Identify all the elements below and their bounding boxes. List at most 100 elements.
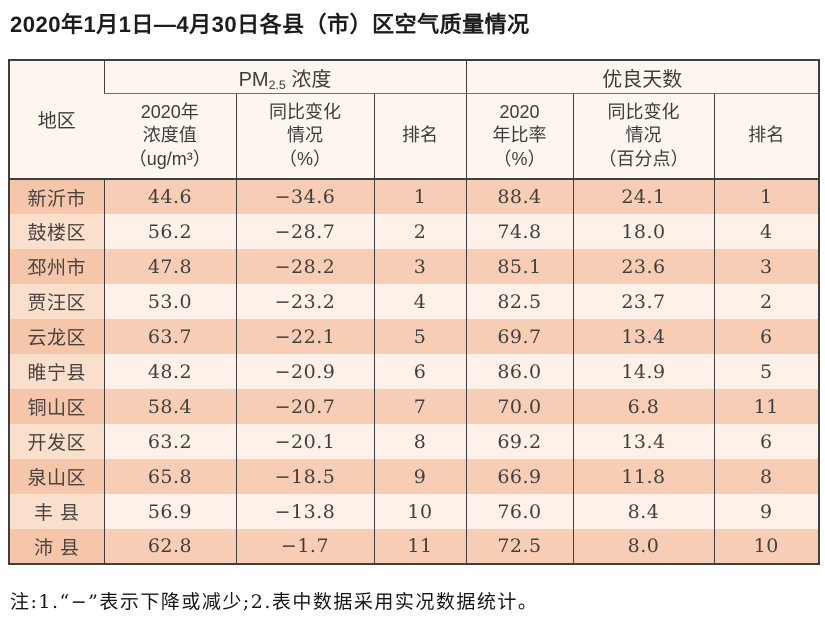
good-ratio-cell: 76.0 [465,494,573,530]
pm25-suffix: 浓度 [285,68,332,91]
good-ratio-cell: 82.5 [465,284,573,320]
pm25-subscript: 2.5 [268,77,286,92]
pm-value-cell: 44.6 [103,179,236,215]
column-header-pm-change: 同比变化 情况 （%） [235,93,374,180]
good-change-cell: 18.0 [572,214,714,250]
good-rank-cell: 10 [713,529,820,565]
column-header-good-change: 同比变化 情况 （百分点） [572,93,714,180]
table-row: 邳州市 47.8 −28.2 3 85.1 23.6 3 [9,249,820,285]
good-ratio-cell: 72.5 [465,529,573,565]
page-title: 2020年1月1日—4月30日各县（市）区空气质量情况 [10,12,530,37]
pm-value-cell: 53.0 [103,284,236,320]
pm-change-cell: −20.7 [235,389,374,425]
group-header-row: 地区 PM2.5 浓度 优良天数 [9,60,820,180]
good-rank-cell: 9 [713,494,820,530]
pm-rank-cell: 7 [373,389,466,425]
pm-rank-cell: 1 [373,179,466,215]
table-row: 新沂市 44.6 −34.6 1 88.4 24.1 1 [9,179,820,215]
pm-change-cell: −1.7 [235,529,374,565]
good-rank-cell: 6 [713,319,820,355]
good-ratio-cell: 85.1 [465,249,573,285]
good-rank-cell: 1 [713,179,820,215]
region-cell: 鼓楼区 [9,214,104,250]
pm-rank-cell: 9 [373,459,466,495]
good-change-cell: 11.8 [572,459,714,495]
pm-rank-cell: 2 [373,214,466,250]
footnote: 注:1.“−”表示下降或减少;2.表中数据采用实况数据统计。 [10,591,539,614]
good-ratio-cell: 86.0 [465,354,573,390]
table-header: 地区 PM2.5 浓度 优良天数 2020年 浓度值 （ug/m³） 同比变化 … [9,60,820,180]
pm-value-cell: 47.8 [103,249,236,285]
pm-rank-cell: 6 [373,354,466,390]
air-quality-table: 地区 PM2.5 浓度 优良天数 2020年 浓度值 （ug/m³） 同比变化 … [8,59,821,566]
good-rank-cell: 8 [713,459,820,495]
column-header-pm-value: 2020年 浓度值 （ug/m³） [104,93,236,180]
table-row: 铜山区 58.4 −20.7 7 70.0 6.8 11 [9,389,820,425]
table-row: 沛 县 62.8 −1.7 11 72.5 8.0 10 [9,529,820,565]
good-ratio-cell: 69.7 [465,319,573,355]
region-cell: 铜山区 [9,389,104,425]
pm-value-cell: 62.8 [103,529,236,565]
pm-value-cell: 63.7 [103,319,236,355]
region-cell: 沛 县 [9,529,104,565]
pm-rank-cell: 11 [373,529,466,565]
pm-change-cell: −28.2 [235,249,374,285]
column-header-region: 地区 [9,60,104,180]
pm-change-cell: −34.6 [235,179,374,215]
good-change-cell: 23.6 [572,249,714,285]
sub-header-row: 2020年 浓度值 （ug/m³） 同比变化 情况 （%） 排名 2020 年比… [9,93,820,180]
pm25-prefix: PM [238,68,269,91]
table-row: 贾汪区 53.0 −23.2 4 82.5 23.7 2 [9,284,820,320]
good-change-cell: 13.4 [572,319,714,355]
good-rank-cell: 4 [713,214,820,250]
pm-value-cell: 48.2 [103,354,236,390]
table-row: 泉山区 65.8 −18.5 9 66.9 11.8 8 [9,459,820,495]
good-change-cell: 8.4 [572,494,714,530]
pm-change-cell: −13.8 [235,494,374,530]
good-change-cell: 13.4 [572,424,714,460]
good-rank-cell: 2 [713,284,820,320]
table-row: 睢宁县 48.2 −20.9 6 86.0 14.9 5 [9,354,820,390]
good-change-cell: 14.9 [572,354,714,390]
region-cell: 泉山区 [9,459,104,495]
pm-value-cell: 65.8 [103,459,236,495]
pm-change-cell: −22.1 [235,319,374,355]
region-cell: 邳州市 [9,249,104,285]
region-cell: 新沂市 [9,179,104,215]
good-ratio-cell: 70.0 [465,389,573,425]
good-change-cell: 24.1 [572,179,714,215]
good-change-cell: 6.8 [572,389,714,425]
pm-value-cell: 56.9 [103,494,236,530]
good-ratio-cell: 88.4 [465,179,573,215]
good-ratio-cell: 74.8 [465,214,573,250]
pm-value-cell: 63.2 [103,424,236,460]
pm-change-cell: −23.2 [235,284,374,320]
good-change-cell: 8.0 [572,529,714,565]
pm-rank-cell: 10 [373,494,466,530]
good-rank-cell: 11 [713,389,820,425]
region-cell: 睢宁县 [9,354,104,390]
table-body: 新沂市 44.6 −34.6 1 88.4 24.1 1 鼓楼区 56.2 −2… [9,179,820,565]
group-header-good-days: 优良天数 [465,60,820,94]
column-header-good-ratio: 2020 年比率 （%） [465,93,573,180]
region-cell: 贾汪区 [9,284,104,320]
pm-rank-cell: 8 [373,424,466,460]
pm-rank-cell: 4 [373,284,466,320]
good-ratio-cell: 66.9 [465,459,573,495]
region-cell: 云龙区 [9,319,104,355]
good-rank-cell: 6 [713,424,820,460]
pm-change-cell: −20.1 [235,424,374,460]
pm-change-cell: −18.5 [235,459,374,495]
pm-value-cell: 58.4 [103,389,236,425]
good-change-cell: 23.7 [572,284,714,320]
table-row: 鼓楼区 56.2 −28.7 2 74.8 18.0 4 [9,214,820,250]
column-header-pm-rank: 排名 [373,93,466,180]
region-cell: 开发区 [9,424,104,460]
pm-rank-cell: 3 [373,249,466,285]
table-row: 云龙区 63.7 −22.1 5 69.7 13.4 6 [9,319,820,355]
table-row: 丰 县 56.9 −13.8 10 76.0 8.4 9 [9,494,820,530]
pm-value-cell: 56.2 [103,214,236,250]
good-ratio-cell: 69.2 [465,424,573,460]
pm-change-cell: −20.9 [235,354,374,390]
